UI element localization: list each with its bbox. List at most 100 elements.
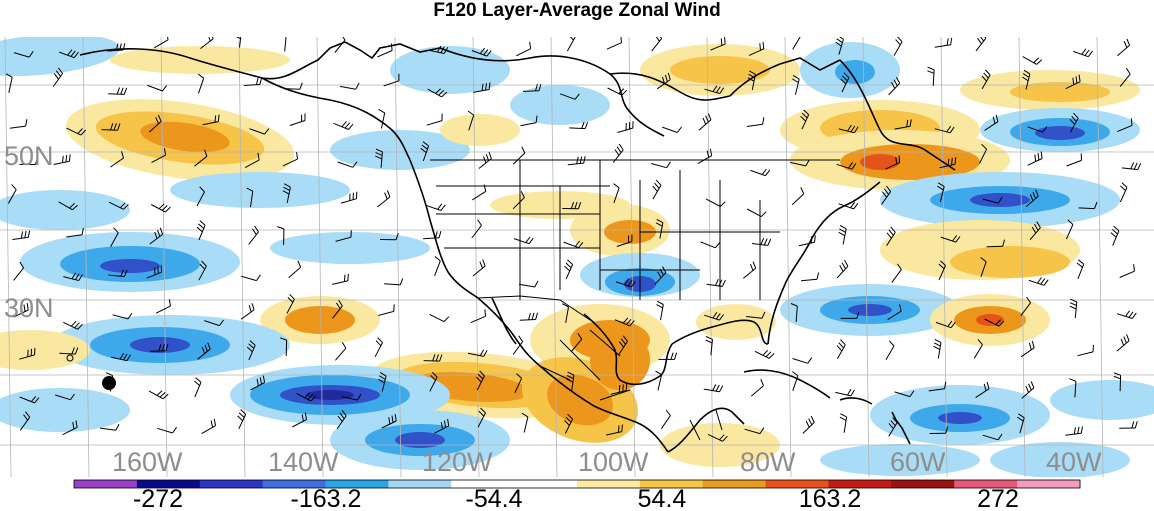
wind-barb — [748, 41, 765, 56]
wind-barb — [282, 183, 291, 203]
wind-barb — [149, 344, 169, 352]
wind-barb — [1069, 298, 1078, 318]
wind-barb — [476, 370, 485, 391]
wind-barb — [975, 381, 990, 399]
colorbar-swatch — [262, 480, 327, 488]
longitude-line — [316, 37, 324, 477]
wind-barb — [150, 203, 171, 213]
wind-barb — [835, 388, 855, 397]
wind-barb — [792, 371, 799, 391]
wind-barb — [384, 278, 404, 286]
wind-barb — [434, 418, 450, 434]
wind-barb — [885, 155, 901, 170]
wind-barb — [612, 143, 624, 163]
wind-barb — [887, 304, 902, 321]
wind-barb — [288, 260, 302, 279]
wind-barb — [1069, 112, 1079, 133]
longitude-line — [862, 37, 870, 477]
wind-barb — [880, 185, 892, 205]
wind-contour-patch — [390, 46, 510, 94]
wind-barb — [754, 349, 775, 359]
longitude-line — [1096, 37, 1104, 477]
wind-barb — [1065, 74, 1081, 90]
wind-barb — [571, 333, 583, 352]
wind-barb — [250, 375, 266, 391]
wind-barb — [934, 37, 953, 48]
wind-barb — [420, 141, 430, 162]
wind-barb — [157, 426, 178, 434]
wind-barb — [5, 73, 13, 94]
longitude-line — [394, 37, 402, 477]
lon-label-120w: 120W — [422, 447, 493, 477]
wind-contour-patch — [395, 432, 445, 448]
wind-barb — [378, 108, 386, 129]
wind-barb — [935, 320, 956, 329]
wind-barb — [383, 73, 400, 87]
wind-barb — [246, 340, 256, 361]
wind-barb — [108, 201, 129, 210]
wind-barb — [742, 261, 757, 279]
wind-barb — [381, 414, 397, 429]
wind-barb — [934, 125, 955, 134]
longitude-line — [628, 37, 636, 477]
colorbar-swatch — [891, 480, 955, 488]
wind-barb — [478, 151, 492, 169]
wind-barb — [937, 182, 945, 203]
lon-label-80w: 80W — [740, 447, 796, 477]
wind-barb — [886, 226, 896, 246]
wind-barb — [472, 259, 486, 277]
colorbar-swatches — [74, 480, 1081, 488]
wind-barb — [249, 128, 270, 135]
wind-barb — [747, 70, 756, 91]
wind-barb — [379, 232, 399, 241]
wind-barb — [513, 236, 534, 245]
wind-barb — [704, 85, 725, 94]
wind-barb — [375, 148, 383, 168]
wind-barb — [427, 88, 448, 98]
wind-contour-patch — [820, 444, 980, 476]
wind-barb — [335, 230, 352, 242]
political-borders — [430, 159, 840, 441]
wind-barb — [655, 370, 663, 391]
wind-barb — [707, 433, 728, 442]
wind-barb — [1027, 151, 1043, 166]
wind-barb — [66, 227, 84, 238]
wind-barb — [282, 152, 298, 167]
wind-barb — [1025, 189, 1039, 207]
wind-barb — [66, 127, 87, 136]
wind-barb — [197, 342, 211, 360]
wind-barb — [243, 77, 263, 86]
wind-barb — [982, 196, 1003, 204]
wind-barb — [425, 203, 446, 211]
wind-barb — [286, 293, 295, 314]
map-title: F120 Layer-Average Zonal Wind — [433, 0, 721, 21]
lat-label-30n: 30N — [4, 293, 54, 323]
colorbar-swatch — [954, 480, 1018, 488]
wind-barb — [979, 143, 988, 164]
wind-barb — [277, 226, 285, 245]
wind-contour-patch — [547, 374, 613, 426]
wind-barb — [984, 114, 999, 131]
wind-barb — [237, 409, 247, 430]
wind-barb — [197, 73, 205, 94]
colorbar-tick-label: -163.2 — [291, 485, 362, 511]
wind-barb — [53, 154, 71, 165]
wind-barb — [108, 269, 128, 278]
wind-barb — [606, 424, 623, 436]
wind-barb — [19, 411, 31, 431]
colorbar-swatch — [702, 480, 767, 488]
wind-barb — [703, 384, 724, 393]
wind-barb — [569, 121, 589, 130]
wind-barb — [471, 47, 492, 57]
wind-barb — [52, 67, 64, 87]
wind-barb — [888, 417, 898, 437]
wind-barb — [62, 420, 78, 436]
wind-barb — [240, 303, 255, 320]
wind-barb — [1119, 264, 1135, 278]
wind-barb — [1065, 219, 1074, 240]
longitude-line — [706, 37, 714, 477]
wind-barb — [1076, 259, 1085, 280]
wind-barb — [377, 190, 391, 208]
wind-contour-patch — [604, 220, 656, 244]
wind-barb — [838, 201, 859, 210]
